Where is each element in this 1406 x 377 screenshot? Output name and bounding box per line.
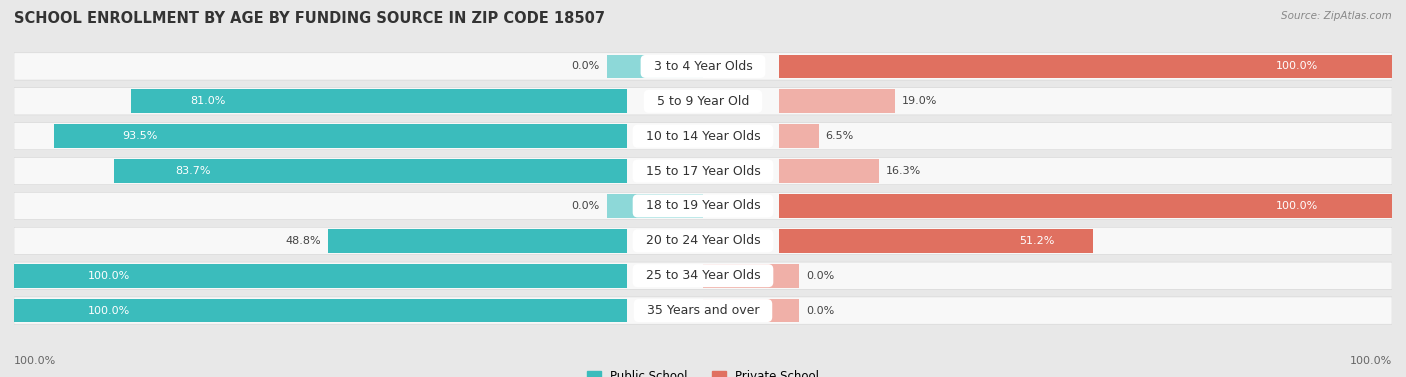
Bar bbox=[779, 194, 1392, 218]
Text: 51.2%: 51.2% bbox=[1019, 236, 1054, 246]
FancyBboxPatch shape bbox=[14, 88, 1392, 115]
Text: 0.0%: 0.0% bbox=[807, 305, 835, 316]
Text: 48.8%: 48.8% bbox=[285, 236, 321, 246]
FancyBboxPatch shape bbox=[14, 297, 1392, 324]
Text: 100.0%: 100.0% bbox=[14, 356, 56, 366]
Text: 100.0%: 100.0% bbox=[87, 305, 129, 316]
Text: Source: ZipAtlas.com: Source: ZipAtlas.com bbox=[1281, 11, 1392, 21]
Bar bbox=[779, 159, 879, 183]
Text: 100.0%: 100.0% bbox=[1277, 201, 1319, 211]
Bar bbox=[14, 264, 627, 288]
Bar bbox=[779, 124, 818, 148]
Text: 81.0%: 81.0% bbox=[190, 96, 225, 106]
Text: 0.0%: 0.0% bbox=[807, 271, 835, 281]
Text: 19.0%: 19.0% bbox=[903, 96, 938, 106]
Bar bbox=[606, 194, 703, 218]
FancyBboxPatch shape bbox=[14, 53, 1392, 80]
FancyBboxPatch shape bbox=[14, 227, 1392, 254]
Text: 16.3%: 16.3% bbox=[886, 166, 921, 176]
Bar bbox=[131, 89, 627, 113]
Bar bbox=[779, 55, 1392, 78]
FancyBboxPatch shape bbox=[14, 192, 1392, 219]
Text: 0.0%: 0.0% bbox=[571, 201, 599, 211]
Text: 0.0%: 0.0% bbox=[571, 61, 599, 72]
Bar bbox=[703, 264, 800, 288]
Text: 25 to 34 Year Olds: 25 to 34 Year Olds bbox=[638, 269, 768, 282]
Text: 5 to 9 Year Old: 5 to 9 Year Old bbox=[648, 95, 758, 108]
Text: 100.0%: 100.0% bbox=[1350, 356, 1392, 366]
Text: 3 to 4 Year Olds: 3 to 4 Year Olds bbox=[645, 60, 761, 73]
Bar bbox=[328, 229, 627, 253]
Bar bbox=[14, 299, 627, 322]
Text: 15 to 17 Year Olds: 15 to 17 Year Olds bbox=[638, 165, 768, 178]
FancyBboxPatch shape bbox=[14, 262, 1392, 289]
Bar bbox=[606, 55, 703, 78]
Text: 35 Years and over: 35 Years and over bbox=[638, 304, 768, 317]
FancyBboxPatch shape bbox=[14, 123, 1392, 150]
Text: 6.5%: 6.5% bbox=[825, 131, 853, 141]
Text: 10 to 14 Year Olds: 10 to 14 Year Olds bbox=[638, 130, 768, 143]
Legend: Public School, Private School: Public School, Private School bbox=[586, 371, 820, 377]
Text: 83.7%: 83.7% bbox=[176, 166, 211, 176]
Text: 100.0%: 100.0% bbox=[87, 271, 129, 281]
Bar bbox=[779, 89, 896, 113]
Text: SCHOOL ENROLLMENT BY AGE BY FUNDING SOURCE IN ZIP CODE 18507: SCHOOL ENROLLMENT BY AGE BY FUNDING SOUR… bbox=[14, 11, 605, 26]
Text: 18 to 19 Year Olds: 18 to 19 Year Olds bbox=[638, 199, 768, 212]
FancyBboxPatch shape bbox=[14, 158, 1392, 185]
Bar bbox=[779, 229, 1092, 253]
Bar bbox=[53, 124, 627, 148]
Bar bbox=[114, 159, 627, 183]
Text: 93.5%: 93.5% bbox=[122, 131, 157, 141]
Text: 100.0%: 100.0% bbox=[1277, 61, 1319, 72]
Text: 20 to 24 Year Olds: 20 to 24 Year Olds bbox=[638, 234, 768, 247]
Bar bbox=[703, 299, 800, 322]
